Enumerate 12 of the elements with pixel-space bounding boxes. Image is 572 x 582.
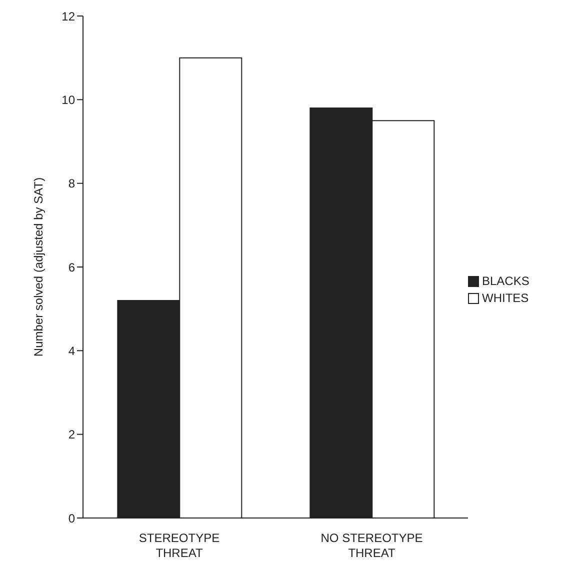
y-tick-label: 4	[68, 344, 76, 358]
y-tick-label: 6	[68, 260, 76, 274]
x-tick-label: NO STEREOTYPE THREAT	[320, 531, 423, 560]
y-axis-title: Number solved (adjusted by SAT)	[31, 177, 46, 357]
x-tick-label: STEREOTYPE THREAT	[138, 531, 220, 560]
legend-label: WHITES	[482, 291, 529, 305]
y-tick-label: 0	[68, 511, 76, 526]
y-tick-label: 8	[68, 176, 76, 191]
y-tick-label: 12	[62, 9, 76, 24]
y-tick-label: 10	[62, 92, 76, 107]
y-tick-label: 2	[68, 428, 76, 442]
legend-label: BLACKS	[482, 274, 530, 288]
